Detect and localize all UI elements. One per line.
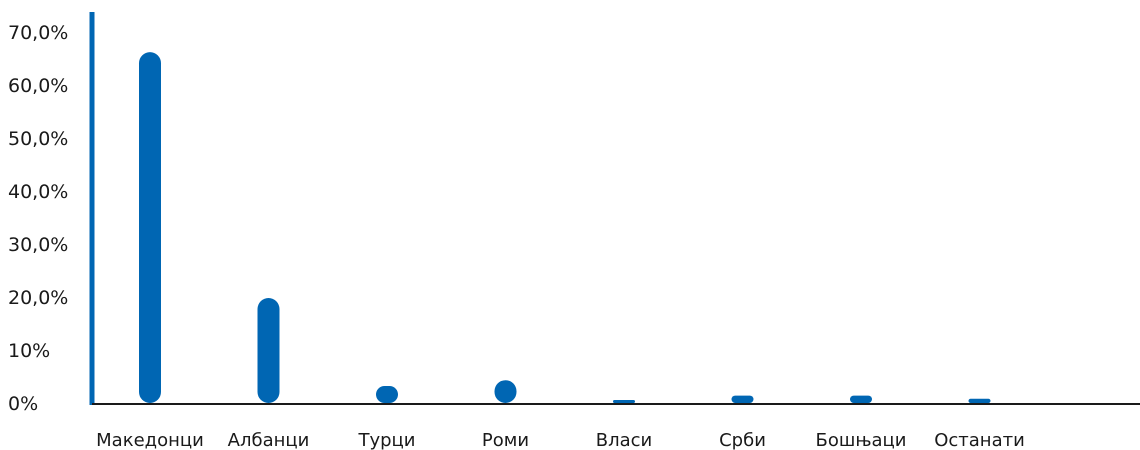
category-label: Турци — [357, 430, 415, 450]
bar-1 — [139, 52, 161, 403]
category-label: Македонци — [96, 430, 204, 450]
category-labels: Македонци Албанци Турци Роми Власи Срби Бошњац… — [96, 430, 1025, 450]
category-label: Останати — [934, 430, 1025, 450]
y-tick-label: 30,0% — [8, 234, 68, 256]
category-label: Срби — [719, 430, 766, 450]
category-label: Власи — [596, 430, 652, 450]
bar-5 — [613, 400, 635, 403]
bar-4 — [495, 380, 517, 403]
bar-3 — [376, 386, 398, 403]
bar-6 — [732, 396, 754, 403]
y-tick-label: 0% — [8, 393, 38, 415]
y-tick-label: 40,0% — [8, 181, 68, 203]
bars-group — [139, 52, 991, 403]
y-tick-label: 50,0% — [8, 128, 68, 150]
category-label: Албанци — [228, 430, 310, 450]
bar-7 — [850, 396, 872, 403]
y-tick-label: 20,0% — [8, 287, 68, 309]
y-tick-labels: 0% 10% 20,0% 30,0% 40,0% 50,0% 60,0% 70,0% — [8, 22, 68, 415]
y-tick-label: 60,0% — [8, 75, 68, 97]
bar-2 — [258, 298, 280, 403]
y-tick-label: 70,0% — [8, 22, 68, 44]
y-tick-label: 10% — [8, 340, 50, 362]
bar-8 — [969, 399, 991, 403]
category-label: Роми — [482, 430, 529, 450]
category-label: Бошњаци — [816, 430, 907, 450]
